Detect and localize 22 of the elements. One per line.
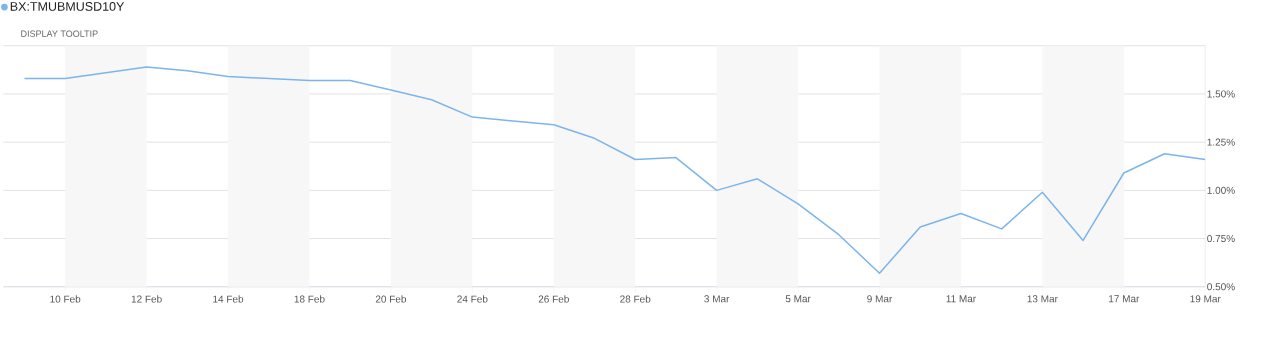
x-tick-label: 28 Feb [620,295,651,303]
x-tick-label: 24 Feb [457,295,488,303]
x-tick-label: 19 Mar [1190,295,1221,303]
x-tick-label: 26 Feb [538,295,569,303]
y-tick-label: 1.50% [1207,90,1235,98]
x-tick-label: 20 Feb [375,295,407,303]
y-tick-label: 0.50% [1207,283,1235,291]
legend-label: BX:TMUBMUSD10Y [10,1,125,11]
x-tick-label: 10 Feb [50,295,81,303]
x-tick-label: 3 Mar [704,295,730,303]
y-tick-label: 1.00% [1207,186,1235,194]
x-tick-label: 9 Mar [867,295,893,303]
text: DISPLAY TOOLTIP [21,30,98,37]
x-tick-label: 12 Feb [131,295,162,303]
x-tick-label: 11 Mar [946,295,976,303]
y-tick-label: 0.75% [1207,234,1235,242]
x-tick-label: 17 Mar [1109,295,1140,303]
x-tick-label: 13 Mar [1027,295,1058,303]
x-tick-label: 14 Feb [213,295,244,303]
y-tick-label: 1.25% [1207,138,1235,146]
x-tick-label: 5 Mar [785,295,811,303]
x-tick-label: 18 Feb [294,295,325,303]
